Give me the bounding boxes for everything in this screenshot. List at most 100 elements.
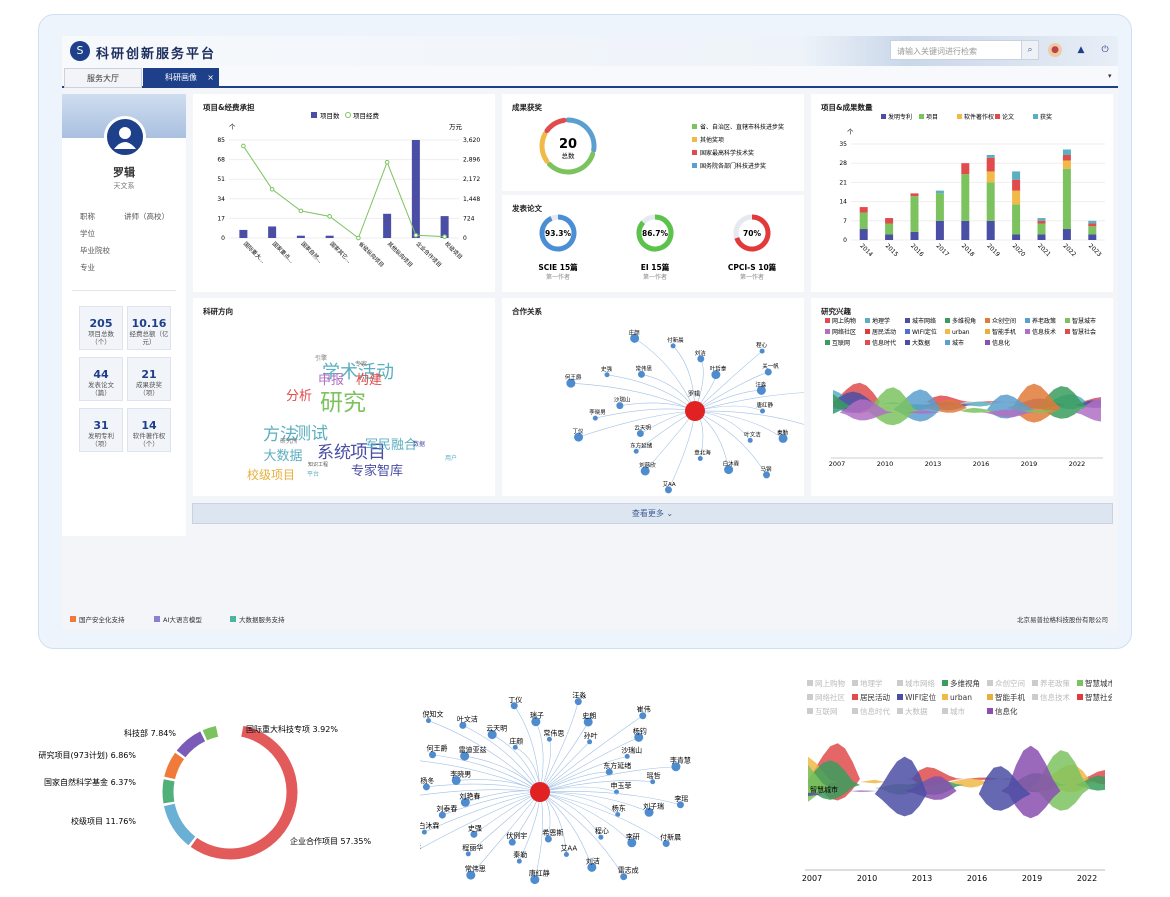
network-node bbox=[676, 801, 684, 809]
legend-label: 信息技术 bbox=[1032, 328, 1056, 336]
results-stacked-chart: 发明专利 项目 软件著作权 论文 获奖个 0 7 14 21 28 35 2014 2015 2016 20… bbox=[839, 113, 1105, 258]
legend-swatch bbox=[311, 112, 317, 118]
tab-bar: 服务大厅 科研画像 × ▾ bbox=[62, 66, 1118, 88]
network-node bbox=[724, 465, 734, 475]
node-label: 丁仪 bbox=[508, 696, 522, 704]
node-label: 唐红静 bbox=[529, 869, 550, 878]
bar-segment bbox=[885, 218, 894, 224]
legend-label: 信息技术 bbox=[1040, 692, 1070, 702]
search-input[interactable]: 请输入关键词进行检索 bbox=[890, 40, 1022, 60]
bell-icon[interactable]: ▲ bbox=[1077, 45, 1085, 55]
slice-label: 础研究项目(973计划) 6.86% bbox=[38, 750, 136, 760]
slice-label: 国家自然科学基金 6.37% bbox=[44, 777, 136, 787]
legend-swatch bbox=[897, 680, 903, 686]
bar-segment bbox=[1062, 160, 1071, 169]
y-tick-label: 7 bbox=[843, 218, 847, 225]
legend-swatch bbox=[1065, 329, 1070, 334]
stream-label: 智慧城市 bbox=[810, 785, 838, 794]
legend-swatch bbox=[852, 694, 858, 700]
legend-swatch bbox=[865, 318, 870, 323]
paper-type: SCIE 15篇 bbox=[538, 262, 578, 272]
stat-software[interactable]: 14 软件著作权（个） bbox=[127, 408, 171, 452]
stat-label: 项目总数（个） bbox=[88, 330, 114, 346]
stat-funding[interactable]: 10.16 经费总额（亿元） bbox=[127, 306, 171, 350]
user-avatar-icon[interactable]: ● bbox=[1048, 43, 1062, 57]
legend-swatch bbox=[865, 340, 870, 345]
network-node bbox=[627, 838, 637, 848]
stat-projects[interactable]: 205 项目总数（个） bbox=[79, 306, 123, 350]
network-node bbox=[451, 775, 461, 785]
bar-segment bbox=[986, 220, 995, 240]
legend-swatch bbox=[945, 318, 950, 323]
stat-awards[interactable]: 21 成果获奖（项） bbox=[127, 357, 171, 401]
bar bbox=[383, 213, 392, 238]
legend-label: 城市网络 bbox=[905, 678, 935, 688]
line-series bbox=[242, 145, 445, 239]
network-node bbox=[604, 372, 610, 378]
node-label: 杨冬 bbox=[420, 776, 434, 785]
node-label: 程丽华 bbox=[462, 843, 483, 852]
ring-progress bbox=[636, 214, 674, 252]
stat-patents[interactable]: 31 发明专利（项） bbox=[79, 408, 123, 452]
card-title: 科研方向 bbox=[203, 307, 233, 316]
stat-value: 31 bbox=[93, 419, 109, 432]
word: 专家 bbox=[355, 360, 367, 368]
stat-label: 软件著作权（个） bbox=[132, 432, 166, 448]
line-point bbox=[413, 232, 419, 238]
stat-value: 14 bbox=[141, 419, 157, 432]
search-icon[interactable]: ⌕ bbox=[1021, 40, 1039, 60]
center-node bbox=[685, 401, 705, 421]
network-node bbox=[598, 834, 604, 840]
network-edge bbox=[694, 410, 767, 476]
node-label: 云天明 bbox=[634, 424, 651, 431]
node-label: 常伟思 bbox=[635, 364, 652, 372]
chevron-down-icon[interactable]: ▾ bbox=[1108, 72, 1112, 80]
word: 校级项目 bbox=[247, 467, 295, 482]
node-label: 程心 bbox=[595, 826, 609, 835]
network-node bbox=[640, 466, 650, 476]
bar-segment bbox=[961, 163, 970, 175]
network-edge bbox=[420, 789, 541, 796]
x-tick-label: 2020 bbox=[1011, 242, 1027, 258]
legend-label: 智能手机 bbox=[995, 692, 1025, 702]
bar-segment bbox=[1062, 168, 1071, 230]
close-icon[interactable]: × bbox=[207, 73, 214, 82]
projects-funding-chart: 个 万元 项目数 项目经费 0 0 17 724 34 1,448 51 2,172 68 2,896 85… bbox=[217, 111, 480, 269]
tab-service-hall[interactable]: 服务大厅 bbox=[64, 68, 142, 88]
legend-label: urban bbox=[952, 329, 970, 336]
cloud-icon bbox=[230, 616, 236, 622]
network-edge bbox=[513, 705, 541, 793]
network-node bbox=[711, 370, 721, 380]
y-tick-label-right: 0 bbox=[463, 235, 467, 242]
node-label: 雷迪亚兹 bbox=[459, 745, 487, 754]
node-label: 秦勒 bbox=[513, 850, 527, 859]
view-more-button[interactable]: 查看更多 ⌄ bbox=[192, 503, 1113, 524]
node-label: 史朗 bbox=[582, 711, 596, 720]
network-edge bbox=[668, 410, 696, 491]
footer-label: 大数据服务支持 bbox=[239, 616, 285, 624]
y-axis-label-right: 万元 bbox=[449, 123, 463, 131]
bar-segment bbox=[885, 223, 894, 235]
network-edge bbox=[539, 791, 681, 806]
network-node bbox=[778, 433, 788, 443]
word: 研究 bbox=[320, 390, 366, 416]
tab-research-profile[interactable]: 科研画像 × bbox=[143, 68, 219, 88]
stat-papers[interactable]: 44 发表论文（篇） bbox=[79, 357, 123, 401]
network-node bbox=[516, 858, 522, 864]
y-tick-label: 0 bbox=[221, 235, 225, 242]
node-label: 庄颜 bbox=[629, 328, 641, 336]
word: 数据 bbox=[413, 440, 425, 448]
x-tick-label: 国家其它... bbox=[328, 240, 353, 265]
node-label: 艾AA bbox=[662, 481, 675, 488]
card-research-direction: 科研方向 研究 学术活动 项目 测试 系统 方法 大数据 分析 申报 构建 军民融合 专家智库 校级项目… bbox=[193, 298, 495, 496]
word: 项目 bbox=[350, 442, 386, 463]
donut-slice bbox=[544, 117, 567, 134]
power-icon[interactable]: ⏻ bbox=[1101, 45, 1109, 55]
x-tick-label: 2018 bbox=[960, 242, 976, 258]
network-node bbox=[508, 838, 516, 846]
slice-label: 企业合作项目 57.35% bbox=[290, 836, 371, 846]
node-label: 沙瑞山 bbox=[621, 745, 642, 754]
x-tick-label: 2021 bbox=[1036, 242, 1052, 258]
node-label: 何王爵 bbox=[565, 373, 582, 381]
stat-value: 21 bbox=[141, 368, 157, 381]
